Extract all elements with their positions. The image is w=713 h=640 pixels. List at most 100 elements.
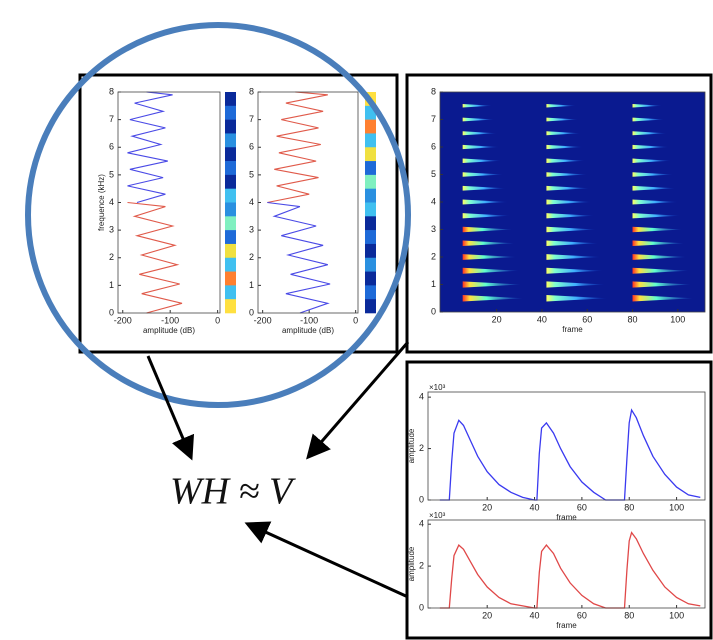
partial-streak: [632, 131, 667, 136]
y-tick-label: 5: [431, 169, 436, 179]
colorbar-cell: [365, 147, 376, 162]
y-axis-label: amplitude: [407, 546, 416, 581]
y-tick-label: 7: [249, 114, 254, 124]
arrow: [146, 355, 195, 461]
partial-streak: [462, 144, 499, 150]
y-tick-label: 4: [431, 196, 436, 206]
y-tick-label: 5: [109, 169, 114, 179]
colorbar-cell: [225, 202, 236, 217]
x-tick-label: 60: [577, 502, 587, 512]
y-tick-label: 2: [109, 252, 114, 262]
partial-streak: [462, 185, 506, 191]
partial-streak: [632, 213, 680, 219]
partial-streak: [632, 199, 678, 205]
y-tick-label: 6: [249, 142, 254, 152]
partial-streak: [462, 240, 514, 247]
y-tick-label: 8: [109, 86, 114, 96]
partial-streak: [546, 226, 596, 233]
y-tick-label: 0: [109, 307, 114, 317]
x-tick-label: 100: [669, 502, 684, 512]
x-tick-label: -200: [114, 315, 132, 325]
activation-line: [439, 531, 701, 609]
x-axis-label: amplitude (dB): [282, 326, 334, 335]
y-tick-label: 7: [431, 114, 436, 124]
y-tick-label: 0: [419, 494, 424, 504]
partial-streak: [546, 199, 592, 205]
y-tick-label: 4: [109, 197, 114, 207]
partial-streak: [632, 103, 662, 108]
scale-label: ×10³: [429, 511, 446, 520]
x-axis-label: frame: [556, 513, 577, 522]
partial-streak: [462, 213, 510, 219]
colorbar-cell: [225, 271, 236, 286]
y-tick-label: 6: [431, 141, 436, 151]
y-tick-label: 1: [249, 280, 254, 290]
x-tick-label: 0: [353, 315, 358, 325]
spectrum-line: [267, 201, 331, 314]
partial-streak: [546, 117, 578, 122]
partial-streak: [546, 281, 605, 288]
colorbar-cell: [225, 133, 236, 148]
x-tick-label: 100: [670, 314, 685, 324]
plot-bg: [258, 92, 358, 313]
axes-frame: [257, 91, 359, 314]
spectrum-line: [127, 201, 183, 314]
arrow: [244, 521, 409, 599]
plot-bg: [118, 92, 220, 313]
colorbar-cell: [365, 202, 376, 217]
colorbar-cell: [365, 216, 376, 231]
x-tick-label: 20: [482, 502, 492, 512]
colorbar-cell: [365, 161, 376, 176]
x-tick-label: 60: [577, 610, 587, 620]
partial-streak: [462, 172, 503, 177]
partial-streak: [546, 267, 603, 274]
y-axis-label: frequence (kHz): [97, 174, 106, 231]
partial-streak: [546, 131, 581, 136]
colorbar-cell: [225, 92, 236, 107]
colorbar-cell: [225, 105, 236, 120]
axes-frame: [117, 91, 221, 314]
partial-streak: [462, 103, 492, 108]
y-tick-label: 8: [431, 86, 436, 96]
y-tick-label: 4: [419, 392, 424, 402]
x-axis-label: frame: [562, 325, 583, 334]
y-tick-label: 2: [419, 443, 424, 453]
colorbar-cell: [225, 285, 236, 300]
colorbar-cell: [225, 188, 236, 203]
y-tick-label: 2: [249, 252, 254, 262]
axes-frame: [427, 519, 706, 609]
partial-streak: [462, 131, 497, 136]
x-tick-label: 100: [669, 610, 684, 620]
y-tick-label: 1: [109, 280, 114, 290]
y-tick-label: 2: [431, 251, 436, 261]
colorbar-cell: [365, 105, 376, 120]
x-tick-label: 40: [530, 502, 540, 512]
y-tick-label: 4: [419, 519, 424, 529]
y-tick-label: 6: [109, 142, 114, 152]
colorbar-cell: [365, 133, 376, 148]
partial-streak: [462, 226, 512, 233]
y-tick-label: 0: [431, 306, 436, 316]
partial-streak: [546, 158, 585, 163]
partial-streak: [546, 103, 576, 108]
x-tick-label: -200: [254, 315, 272, 325]
x-axis-label: frame: [556, 621, 577, 630]
partial-streak: [632, 240, 684, 247]
y-tick-label: 7: [109, 114, 114, 124]
y-tick-label: 8: [249, 86, 254, 96]
arrow: [306, 341, 410, 460]
partial-streak: [462, 199, 508, 205]
highlight-circle: [25, 22, 411, 408]
partial-streak: [462, 295, 523, 302]
partial-streak: [546, 185, 589, 191]
y-tick-label: 5: [249, 169, 254, 179]
scale-label: ×10³: [429, 383, 446, 392]
equation: WH ≈ V: [170, 471, 296, 513]
x-tick-label: 20: [492, 314, 502, 324]
colorbar-cell: [365, 230, 376, 245]
y-tick-label: 2: [419, 560, 424, 570]
x-axis-label: amplitude (dB): [143, 326, 195, 335]
colorbar-cell: [365, 188, 376, 203]
y-tick-label: 3: [431, 224, 436, 234]
